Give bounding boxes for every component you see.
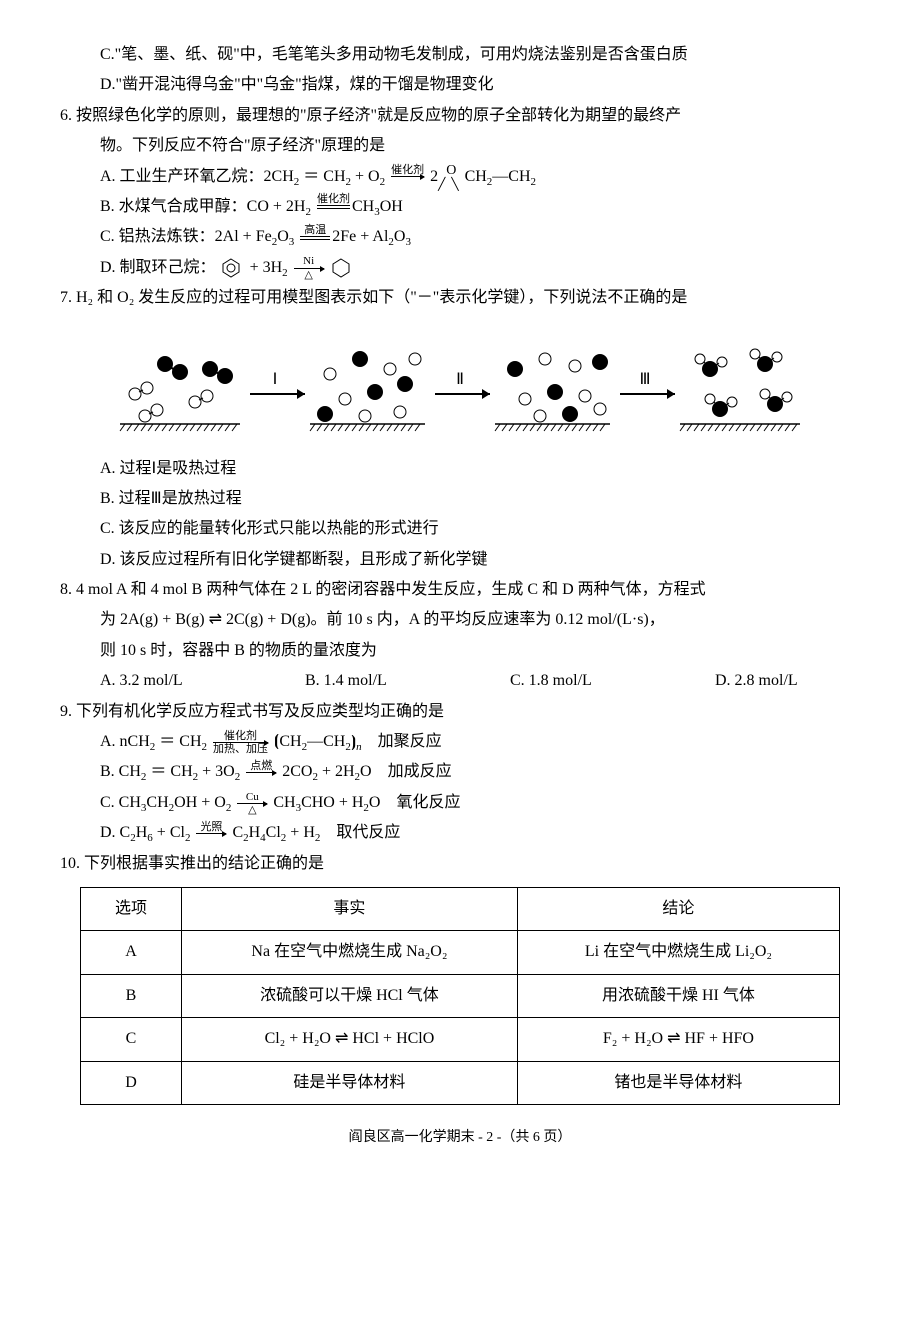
table-cell: Cl₂ + H₂O ⇌ HCl + HClO <box>182 1018 518 1061</box>
arrow-icon: Cu△ <box>237 791 267 816</box>
q9-option-b: B. CH2 ＝ CH2 + 3O2 点燃 2CO2 + 2H2O 加成反应 <box>100 757 860 787</box>
benzene-icon <box>220 257 242 279</box>
table-cell: A <box>81 931 182 974</box>
table-cell: B <box>81 974 182 1017</box>
table-cell: Li 在空气中燃烧生成 Li₂O₂ <box>517 931 839 974</box>
svg-text:Ⅰ: Ⅰ <box>273 371 278 388</box>
q9d-pre: D. C <box>100 824 130 841</box>
q7-diagram: Ⅰ Ⅱ Ⅲ <box>60 324 860 444</box>
q6c-label: C. 铝热法炼铁：2Al + Fe <box>100 228 272 245</box>
q6b-label: B. 水煤气合成甲醇：CO + 2H <box>100 198 305 215</box>
q6d-label: D. 制取环己烷： <box>100 259 216 276</box>
q7-option-c: C. 该反应的能量转化形式只能以热能的形式进行 <box>100 514 860 544</box>
table-row: CCl₂ + H₂O ⇌ HCl + HClOF₂ + H₂O ⇌ HF + H… <box>81 1018 840 1061</box>
table-header-row: 选项 事实 结论 <box>81 887 840 930</box>
q7-option-d: D. 该反应过程所有旧化学键都断裂，且形成了新化学键 <box>100 545 860 575</box>
q8-option-c: C. 1.8 mol/L <box>510 666 655 696</box>
page-footer: 阎良区高一化学期末 - 2 -（共 6 页） <box>60 1125 860 1152</box>
arrow-ni-icon: Ni△ <box>294 255 324 280</box>
table-row: B浓硫酸可以干燥 HCl 气体用浓硫酸干燥 HI 气体 <box>81 974 840 1017</box>
arrow-icon: 点燃 <box>246 760 276 785</box>
table-cell: D <box>81 1061 182 1104</box>
svg-text:Ⅱ: Ⅱ <box>456 371 464 388</box>
equilibrium-icon: 高温 <box>300 224 330 252</box>
epoxide-icon: O╱╲ <box>438 164 464 190</box>
q5-option-d: D."凿开混沌得乌金"中"乌金"指煤，煤的干馏是物理变化 <box>100 70 860 100</box>
q6-option-d: D. 制取环己烷： + 3H2 Ni△ <box>100 253 860 283</box>
equilibrium-icon: 催化剂 <box>317 193 350 221</box>
q5-option-c: C."笔、墨、纸、砚"中，毛笔笔头多用动物毛发制成，可用灼烧法鉴别是否含蛋白质 <box>100 40 860 70</box>
q6-option-a: A. 工业生产环氧乙烷：2CH2 ＝ CH2 + O2 催化剂 2O╱╲CH2—… <box>100 162 860 192</box>
arrow-icon: 光照 <box>196 821 226 846</box>
q8-options: A. 3.2 mol/L B. 1.4 mol/L C. 1.8 mol/L D… <box>100 666 860 696</box>
q6-option-c: C. 铝热法炼铁：2Al + Fe2O3 高温 2Fe + Al2O3 <box>100 222 860 252</box>
table-cell: 浓硫酸可以干燥 HCl 气体 <box>182 974 518 1017</box>
q9b-type: 加成反应 <box>388 763 452 780</box>
q6-stem-2: 物。下列反应不符合"原子经济"原理的是 <box>100 131 860 161</box>
table-cell: Na 在空气中燃烧生成 Na₂O₂ <box>182 931 518 974</box>
q8-stem-2: 为 2A(g) + B(g) ⇌ 2C(g) + D(g)。前 10 s 内，A… <box>100 605 860 635</box>
table-row: ANa 在空气中燃烧生成 Na₂O₂Li 在空气中燃烧生成 Li₂O₂ <box>81 931 840 974</box>
svg-text:Ⅲ: Ⅲ <box>639 371 650 388</box>
q10-stem: 10. 下列根据事实推出的结论正确的是 <box>60 849 860 879</box>
q7-option-b: B. 过程Ⅲ是放热过程 <box>100 484 860 514</box>
q10-table: 选项 事实 结论 ANa 在空气中燃烧生成 Na₂O₂Li 在空气中燃烧生成 L… <box>80 887 840 1105</box>
q9d-type: 取代反应 <box>336 824 400 841</box>
q6-option-b: B. 水煤气合成甲醇：CO + 2H2 催化剂 CH3OH <box>100 192 860 222</box>
table-cell: 用浓硫酸干燥 HI 气体 <box>517 974 839 1017</box>
q6-stem-1: 6. 按照绿色化学的原则，最理想的"原子经济"就是反应物的原子全部转化为期望的最… <box>60 101 860 131</box>
cyclohexane-icon <box>330 257 352 279</box>
q7-stem: 7. H₂ 和 O₂ 发生反应的过程可用模型图表示如下（"－"表示化学键），下列… <box>60 283 860 313</box>
q9-option-d: D. C2H6 + Cl2 光照 C2H4Cl2 + H2 取代反应 <box>100 818 860 848</box>
table-cell: C <box>81 1018 182 1061</box>
q9c-pre: C. CH <box>100 794 141 811</box>
q9b-pre: B. CH <box>100 763 141 780</box>
q9c-type: 氧化反应 <box>396 794 460 811</box>
table-cell: F₂ + H₂O ⇌ HF + HFO <box>517 1018 839 1061</box>
q8-option-a: A. 3.2 mol/L <box>100 666 245 696</box>
col-option: 选项 <box>81 887 182 930</box>
arrow-catalyst-icon: 催化剂 <box>391 164 424 189</box>
table-cell: 锗也是半导体材料 <box>517 1061 839 1104</box>
q7-option-a: A. 过程Ⅰ是吸热过程 <box>100 454 860 484</box>
q6a-label: A. 工业生产环氧乙烷：2CH <box>100 168 294 185</box>
q8-option-d: D. 2.8 mol/L <box>715 666 860 696</box>
q8-stem-1: 8. 4 mol A 和 4 mol B 两种气体在 2 L 的密闭容器中发生反… <box>60 575 860 605</box>
q9-option-c: C. CH3CH2OH + O2 Cu△ CH3CHO + H2O 氧化反应 <box>100 788 860 818</box>
table-row: D硅是半导体材料锗也是半导体材料 <box>81 1061 840 1104</box>
q8-stem-3: 则 10 s 时，容器中 B 的物质的量浓度为 <box>100 636 860 666</box>
col-fact: 事实 <box>182 887 518 930</box>
table-cell: 硅是半导体材料 <box>182 1061 518 1104</box>
q8-option-b: B. 1.4 mol/L <box>305 666 450 696</box>
q9-option-a: A. nCH2 ＝ CH2 催化剂加热、加压 ⦗CH2—CH2⦘n 加聚反应 <box>100 727 860 757</box>
q9a-pre: A. nCH <box>100 733 150 750</box>
q9-stem: 9. 下列有机化学反应方程式书写及反应类型均正确的是 <box>60 697 860 727</box>
col-conclusion: 结论 <box>517 887 839 930</box>
arrow-icon: 催化剂加热、加压 <box>213 730 268 755</box>
q9a-type: 加聚反应 <box>378 733 442 750</box>
